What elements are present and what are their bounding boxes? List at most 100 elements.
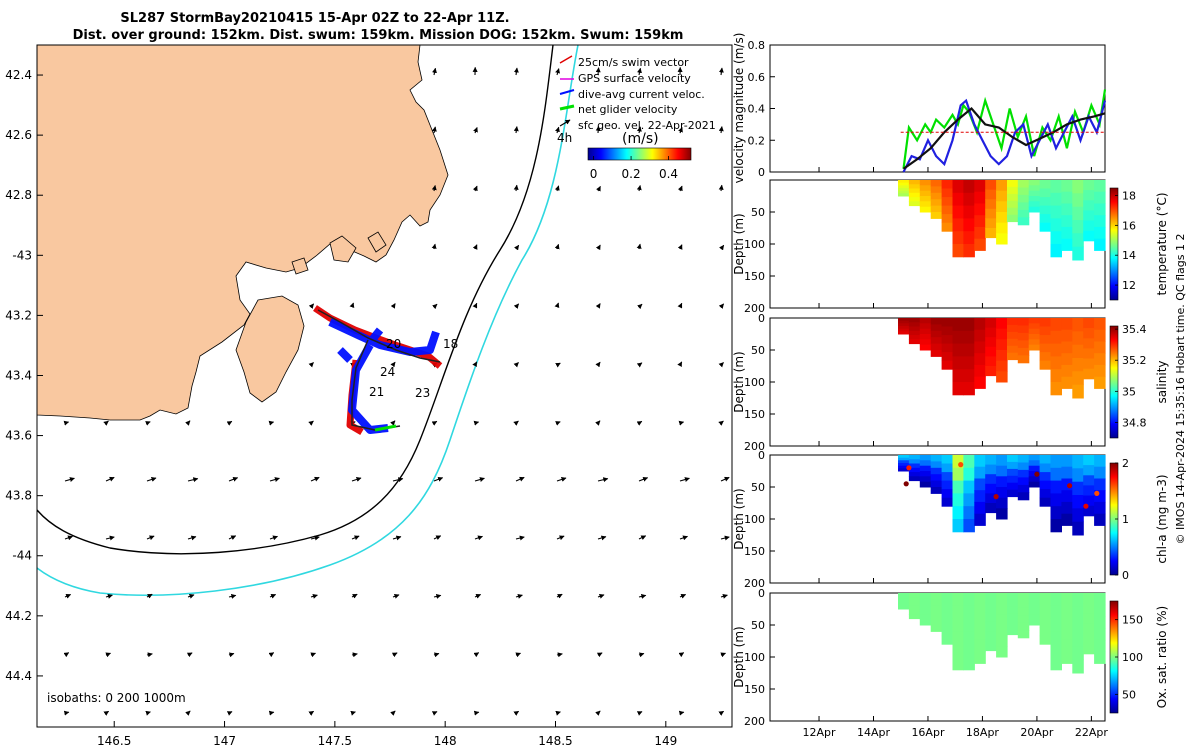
chla-cell — [941, 472, 954, 482]
salinity-cell — [1050, 369, 1062, 383]
legend-item-gps-velocity: GPS surface velocity — [560, 72, 691, 85]
sfc-arrow — [596, 652, 603, 658]
sfc-arrow — [513, 710, 520, 716]
chla-cell — [996, 476, 1008, 488]
chla-hotspot — [906, 465, 912, 471]
salinity-ytick-label: 50 — [751, 344, 765, 357]
temperature-cell — [963, 192, 975, 207]
sfc-arrow — [103, 420, 109, 426]
salinity-cell — [1094, 318, 1106, 331]
sfc-arrow — [636, 126, 642, 134]
sfc-arrow — [679, 477, 690, 482]
temperature-cell — [1039, 188, 1052, 198]
chla-hotspot — [1067, 483, 1073, 489]
temperature-cell — [1017, 180, 1030, 188]
salinity-cell — [963, 382, 975, 396]
oxygen-cell — [908, 601, 921, 607]
lon-tick-label: 148 — [434, 734, 457, 748]
chla-cell — [1017, 462, 1030, 471]
lat-tick-label: 42.8 — [5, 188, 32, 202]
chla-cell — [1050, 493, 1062, 507]
salinity-cell — [985, 356, 997, 367]
sfc-arrow — [637, 303, 643, 310]
salinity-cell — [1007, 345, 1019, 354]
oxygen-cell — [963, 657, 975, 671]
salinity-cell — [1028, 339, 1041, 346]
salinity-cell — [952, 382, 964, 396]
salinity-cell — [1039, 352, 1052, 362]
oxygen-cell — [1028, 603, 1041, 610]
oxygen-cell — [1017, 622, 1030, 631]
time-xtick-label: 14Apr — [857, 726, 891, 739]
velocity-axes: 0 0.2 0.4 0.6 0.8 — [748, 39, 1092, 179]
temperature-cell — [941, 197, 954, 207]
salinity-cell — [1072, 384, 1084, 399]
sfc-arrow — [473, 710, 480, 716]
oxygen-cell — [1083, 603, 1095, 614]
oxygen-cell — [919, 609, 932, 615]
temperature-cell — [1028, 196, 1041, 202]
temperature-cell — [996, 222, 1008, 234]
chla-hotspot — [1083, 503, 1089, 509]
chla-cell — [1072, 481, 1084, 496]
temperature-ytick-label: 100 — [744, 238, 765, 251]
sfc-arrow — [433, 535, 442, 540]
oxygen-cell — [898, 598, 910, 602]
svg-text:net glider velocity: net glider velocity — [578, 103, 678, 116]
velocity-ytick-label: 0 — [758, 166, 765, 179]
chla-cell — [1007, 455, 1019, 463]
day-label-18: 18 — [443, 337, 458, 351]
chla-cell — [930, 467, 943, 475]
time-xtick-label: 12Apr — [803, 726, 837, 739]
salinity-cell — [1028, 323, 1041, 330]
chla-colorbar-tick-label: 1 — [1122, 513, 1129, 526]
chla-ytick-label: 0 — [758, 449, 765, 462]
oxygen-cell — [974, 651, 986, 664]
sfc-arrow — [595, 244, 601, 251]
chla-cell — [1050, 480, 1062, 494]
salinity-cell — [1050, 356, 1062, 370]
salinity-cell — [996, 339, 1008, 351]
sfc-arrow — [185, 710, 191, 716]
chla-cell — [974, 478, 986, 491]
oxygen-cell — [1050, 618, 1062, 632]
temperature-cell — [1061, 180, 1073, 193]
lat-tick-label: 43.2 — [5, 308, 32, 322]
temperature-cell — [930, 180, 943, 187]
sfc-arrow — [103, 710, 110, 716]
sfc-arrow — [390, 710, 396, 716]
chla-cell — [974, 513, 986, 526]
chla-cell — [1017, 477, 1030, 486]
sfc-arrow — [226, 711, 233, 716]
temperature-cell — [1061, 226, 1073, 240]
velocity-ytick-label: 0.8 — [748, 39, 766, 52]
chla-cell — [985, 455, 997, 466]
chla-cell — [952, 493, 964, 507]
temperature-cell — [941, 214, 954, 224]
temperature-cell — [1050, 192, 1062, 207]
chla-cell — [1083, 495, 1095, 507]
oxygen-cell — [930, 625, 943, 632]
salinity-cell — [908, 335, 921, 340]
salinity-cell — [1017, 340, 1030, 349]
lon-tick-label: 149 — [654, 734, 677, 748]
temperature-cell — [898, 185, 910, 189]
sfc-arrow — [351, 477, 362, 482]
chla-cell — [996, 487, 1008, 499]
map-frame — [36, 44, 733, 728]
salinity-cell — [996, 371, 1008, 383]
sfc-arrow — [638, 476, 649, 482]
temperature-cell — [898, 180, 910, 184]
chla-hotspot — [903, 481, 909, 487]
sfc-arrow — [719, 244, 725, 251]
day-label-24: 24 — [380, 365, 395, 379]
svg-text:GPS surface velocity: GPS surface velocity — [578, 72, 691, 85]
temperature-cell — [1017, 209, 1030, 218]
sfc-arrow — [720, 652, 726, 658]
sfc-arrow — [268, 420, 275, 426]
salinity-cell — [1050, 318, 1062, 332]
temperature-cell — [919, 206, 932, 213]
chla-cell — [908, 476, 921, 482]
oxygen-cell — [1083, 613, 1095, 624]
temperature-panel: 50 100 150 200 Depth (m) 12 14 16 18 temperature … — [732, 179, 1169, 315]
